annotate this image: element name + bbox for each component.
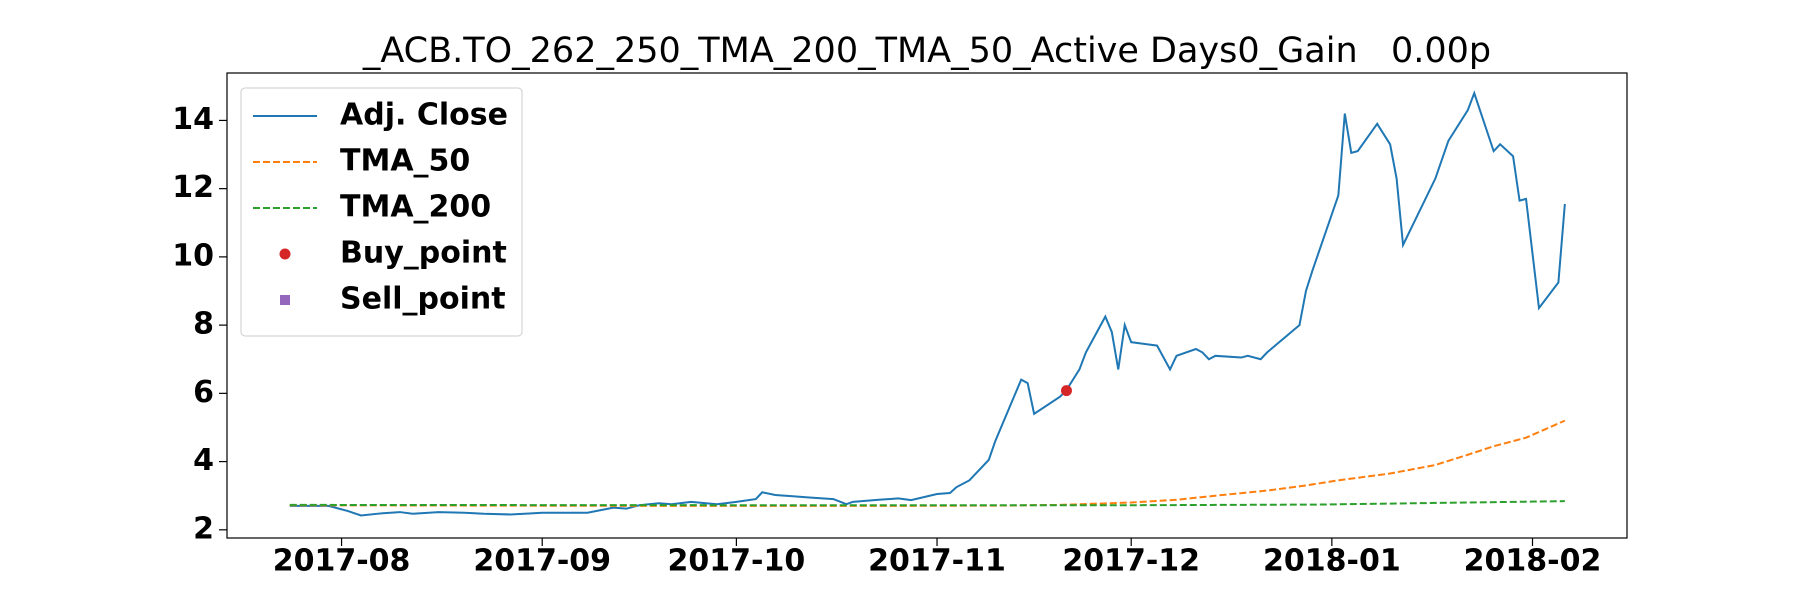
y-tick-label: 14	[172, 102, 214, 137]
x-tick-label: 2017-09	[473, 544, 611, 579]
chart-title: _ACB.TO_262_250_TMA_200_TMA_50_Active Da…	[362, 31, 1491, 71]
legend-label: Buy_point	[340, 236, 507, 271]
legend-label: TMA_200	[340, 190, 491, 225]
x-tick-label: 2017-11	[868, 544, 1006, 579]
y-tick-label: 12	[172, 170, 214, 205]
y-tick-label: 10	[172, 238, 214, 273]
legend-box	[240, 87, 523, 337]
line-0	[289, 90, 1566, 517]
legend-label: Sell_point	[340, 282, 506, 317]
x-tick-label: 2018-01	[1263, 544, 1401, 579]
x-tick-label: 2017-08	[273, 544, 411, 579]
plot-frame	[226, 72, 1628, 539]
legend-swatch	[280, 295, 290, 305]
y-tick-label: 2	[193, 511, 214, 546]
line-1	[289, 419, 1566, 507]
x-tick-label: 2018-02	[1464, 544, 1602, 579]
legend-label: TMA_50	[340, 144, 470, 179]
legend-label: Adj. Close	[340, 98, 508, 133]
x-tick-label: 2017-12	[1062, 544, 1200, 579]
legend-swatch	[279, 248, 291, 260]
y-tick-label: 6	[193, 375, 214, 410]
x-tick-label: 2017-10	[668, 544, 806, 579]
y-tick-label: 8	[193, 307, 214, 342]
line-2	[289, 500, 1565, 507]
y-tick-label: 4	[193, 443, 214, 478]
buy-point	[1060, 385, 1072, 397]
